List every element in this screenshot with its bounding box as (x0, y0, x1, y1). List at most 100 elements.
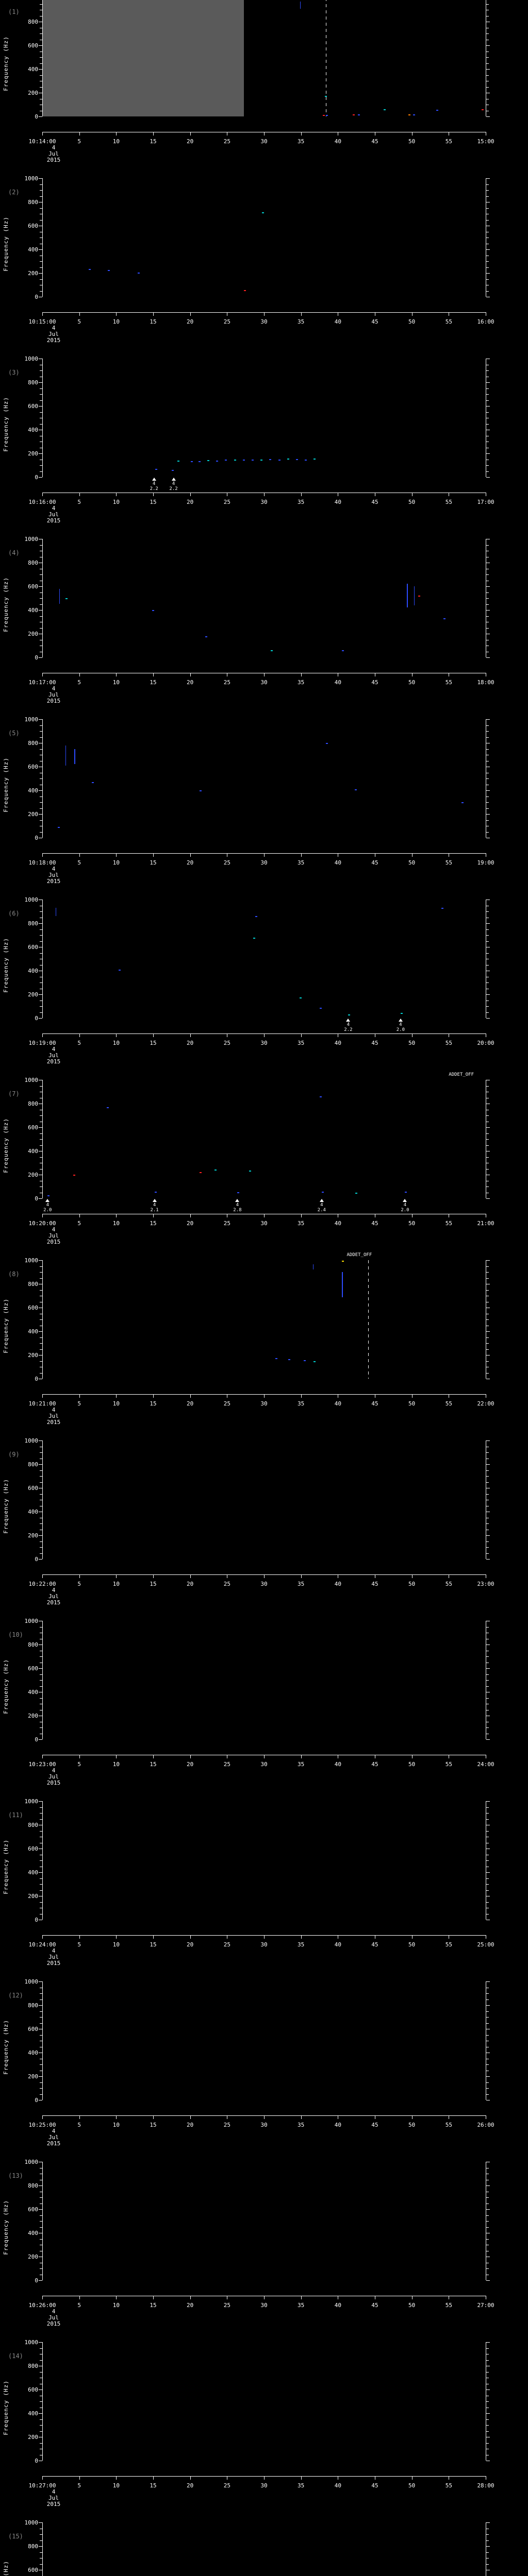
y-axis-tick (486, 808, 489, 809)
y-axis-tick (40, 2035, 42, 2036)
y-axis-tick (486, 2082, 489, 2083)
y-axis-tick (486, 370, 489, 371)
y-axis-tick (486, 196, 489, 197)
y-axis-tick (39, 69, 42, 70)
y-axis-tick (40, 63, 42, 64)
y-axis-tick (486, 1535, 490, 1536)
x-axis-tick (153, 132, 154, 135)
y-axis-tick (40, 1541, 42, 1542)
y-axis-tick (40, 911, 42, 912)
y-axis-tick (486, 657, 490, 658)
y-axis-tick (486, 1115, 489, 1116)
x-axis-tick-label: 40 (334, 859, 341, 866)
x-axis-tick-label: 10:15:00 (28, 318, 56, 325)
detection-mark (234, 459, 236, 461)
y-axis-tick-label: 600 (28, 1485, 38, 1492)
x-axis-tick-label: 30 (260, 1941, 268, 1948)
y-axis-tick (40, 982, 42, 983)
y-axis-tick (486, 778, 489, 779)
y-axis-tick (486, 382, 490, 383)
annotation-label: 4 2.0 (401, 1202, 409, 1213)
y-axis-tick-label: 200 (28, 811, 38, 818)
y-axis-tick-label: 200 (28, 1172, 38, 1178)
y-axis-tick (39, 2522, 42, 2523)
x-axis-tick-label: 10 (112, 1400, 120, 1407)
x-axis-date-label: 4 Jul 2015 (46, 325, 61, 344)
y-axis-tick-label: 600 (28, 403, 38, 410)
x-axis-tick-label: 10 (112, 1941, 120, 1948)
y-axis-tick (486, 57, 489, 58)
y-axis-tick (39, 2413, 42, 2414)
y-axis-tick-label: 1000 (24, 355, 39, 362)
y-axis-tick (40, 184, 42, 185)
detection-mark (324, 95, 327, 97)
x-axis-tick (264, 132, 265, 135)
y-axis-tick-label: 800 (28, 2363, 38, 2369)
y-axis-tick (486, 1139, 489, 1140)
y-axis-tick (39, 1127, 42, 1128)
detection-mark (58, 827, 60, 828)
detection-mark (275, 1358, 277, 1359)
y-axis-tick (486, 2076, 490, 2077)
x-axis-tick-label: 17:00 (477, 499, 494, 505)
x-axis-tick-label: 5 (77, 499, 81, 505)
x-axis-tick-label: 10:20:00 (28, 1220, 56, 1227)
y-axis-tick (486, 291, 489, 292)
plot-area (42, 1260, 486, 1379)
x-axis-tick-label: 10:19:00 (28, 1040, 56, 1046)
y-axis-tick (40, 832, 42, 833)
x-axis-date-label: 4 Jul 2015 (46, 1046, 61, 1065)
y-axis-tick-label: 400 (28, 2049, 38, 2056)
y-axis-tick (40, 1999, 42, 2000)
y-axis-tick (486, 1343, 489, 1344)
y-axis-tick-label: 600 (28, 42, 38, 49)
y-axis-tick (40, 598, 42, 599)
y-axis-tick (39, 477, 42, 478)
x-axis-tick-label: 50 (408, 1040, 416, 1046)
detection-mark (59, 588, 60, 604)
x-axis-tick (79, 2115, 80, 2119)
x-axis-tick (301, 493, 302, 496)
y-axis-tick (486, 87, 489, 88)
y-axis-tick-label: 800 (28, 1281, 38, 1287)
y-axis-tick (486, 1999, 489, 2000)
plot-area (42, 719, 486, 838)
x-axis-tick (116, 1394, 117, 1398)
y-axis-tick (486, 69, 490, 70)
y-axis-tick-label: 0 (35, 113, 38, 120)
y-axis-tick (486, 1523, 489, 1524)
x-axis-tick (42, 2115, 43, 2119)
x-axis-date-label: 4 Jul 2015 (46, 1226, 61, 1245)
x-axis-tick (79, 132, 80, 135)
y-axis-spine-left (39, 539, 43, 658)
y-axis-tick (486, 279, 489, 280)
x-axis-tick-label: 10 (112, 138, 120, 145)
y-axis-title: Frequency (Hz) (3, 397, 9, 452)
y-axis-tick-label: 0 (35, 1015, 38, 1022)
x-axis-tick (79, 1394, 80, 1398)
detection-mark (260, 459, 263, 461)
x-axis-tick-label: 35 (298, 1220, 305, 1227)
y-axis-tick (486, 802, 489, 803)
x-axis-tick-label: 40 (334, 2482, 341, 2489)
detection-mark (287, 459, 289, 460)
y-axis-tick (39, 45, 42, 46)
detection-mark (55, 908, 57, 917)
chart-panel-10: 0 200 400 600 800 1000 Frequency (Hz) (10) 10:23… (0, 1613, 528, 1793)
x-axis-tick-label: 50 (408, 1400, 416, 1407)
detection-mark (322, 114, 325, 116)
x-axis-tick (153, 312, 154, 316)
y-axis-tick-label: 1000 (24, 2159, 39, 2165)
x-axis-tick (153, 1935, 154, 1939)
panel-index-label: (3) (8, 369, 20, 376)
x-axis-tick (190, 132, 191, 135)
x-axis-tick-label: 50 (408, 499, 416, 505)
x-axis-tick (116, 853, 117, 857)
x-axis-tick-label: 20 (187, 318, 194, 325)
x-axis-tick-label: 10:21:00 (28, 1400, 56, 1407)
y-axis-tick (486, 941, 489, 942)
x-axis-date-label: 4 Jul 2015 (46, 1947, 61, 1967)
y-axis-tick (40, 1813, 42, 1814)
y-axis-title: Frequency (Hz) (3, 2380, 9, 2435)
y-axis-tick (486, 1372, 489, 1374)
